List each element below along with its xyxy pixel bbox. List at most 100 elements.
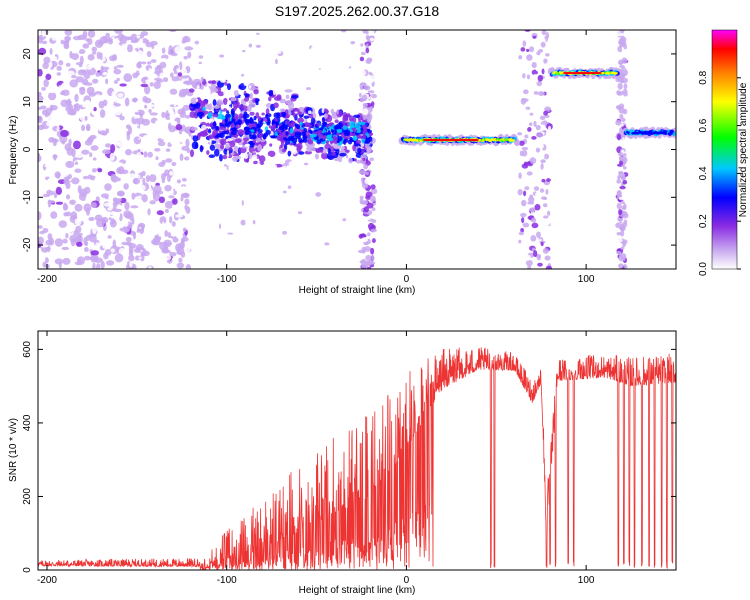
heatmap-cell [514, 139, 520, 147]
heatmap-cell [533, 250, 538, 258]
heatmap-cell [519, 140, 525, 146]
heatmap-cell [38, 138, 43, 143]
heatmap-cell [388, 261, 391, 265]
heatmap-cell [292, 212, 295, 216]
heatmap-cell [141, 39, 144, 42]
heatmap-cell [90, 202, 97, 208]
heatmap-cell [540, 163, 544, 170]
heatmap-cell [366, 216, 371, 220]
heatmap-cell [618, 237, 623, 243]
heatmap-cell [356, 159, 362, 164]
heatmap-cell [108, 190, 114, 200]
heatmap-cell [223, 245, 226, 248]
heatmap-cell [273, 102, 279, 109]
heatmap-cell [351, 94, 356, 100]
heatmap-cell [74, 93, 79, 103]
heatmap-cell [299, 251, 303, 256]
heatmap-cell [176, 179, 182, 184]
heatmap-cell [72, 35, 82, 41]
heatmap-cell [91, 51, 97, 55]
heatmap-cell [639, 103, 642, 107]
heatmap-cell [140, 148, 143, 151]
heatmap-cell [132, 72, 139, 79]
heatmap-cell [652, 144, 656, 148]
heatmap-cell [155, 100, 165, 104]
heatmap-cell [182, 104, 190, 111]
heatmap-cell [100, 155, 109, 164]
heatmap-cell [319, 149, 324, 153]
heatmap-cell [209, 210, 215, 213]
heatmap-cell [101, 240, 108, 249]
heatmap-cell [292, 223, 295, 227]
heatmap-cell [190, 244, 197, 249]
heatmap-cell [521, 146, 529, 151]
heatmap-cell [161, 221, 166, 230]
heatmap-cell [303, 162, 309, 166]
heatmap-cell [662, 143, 665, 147]
heatmap-cell [156, 79, 164, 83]
heatmap-cell [293, 195, 299, 200]
heatmap-cell [126, 132, 131, 141]
heatmap-cell [257, 121, 263, 128]
heatmap-cell [192, 155, 199, 161]
snr-series-clip [38, 347, 676, 570]
heatmap-cell [332, 135, 336, 139]
heatmap-cell [53, 220, 59, 228]
heatmap-cell [293, 205, 296, 209]
heatmap-cell [128, 249, 134, 257]
heatmap-cell [88, 216, 95, 222]
heatmap-cell [290, 122, 296, 128]
heatmap-cell [527, 126, 532, 132]
heatmap-cell [231, 244, 237, 248]
heatmap-cell [542, 120, 548, 125]
heatmap-cell [128, 143, 138, 153]
x-tick-label: 0 [404, 274, 410, 285]
heatmap-cell [102, 99, 108, 107]
heatmap-cell [137, 127, 140, 130]
heatmap-cell [76, 241, 83, 247]
heatmap-cell [355, 124, 360, 130]
heatmap-cell [598, 72, 602, 75]
heatmap-cell [113, 80, 118, 84]
heatmap-cell [525, 259, 533, 267]
heatmap-cell [281, 111, 287, 118]
heatmap-cell [107, 96, 113, 101]
heatmap-cell [168, 264, 176, 268]
heatmap-cell [54, 50, 63, 55]
heatmap-cell [170, 187, 174, 196]
heatmap-cell [652, 104, 656, 108]
heatmap-cell [618, 152, 624, 157]
heatmap-cell [388, 227, 391, 231]
heatmap-cell [97, 168, 103, 173]
heatmap-cell [114, 231, 123, 238]
heatmap-cell [62, 238, 68, 244]
heatmap-cell [179, 153, 184, 161]
heatmap-cell [263, 53, 268, 58]
heatmap-cell [546, 32, 550, 39]
x-tick-label: -200 [37, 575, 57, 586]
heatmap-cell [231, 81, 236, 86]
heatmap-cell [665, 147, 668, 151]
heatmap-cell [305, 95, 308, 101]
heatmap-cell [38, 115, 43, 124]
heatmap-cell [305, 122, 311, 126]
heatmap-cell [157, 30, 167, 36]
heatmap-cell [276, 94, 282, 100]
heatmap-cell [544, 255, 551, 261]
heatmap-cell [331, 128, 338, 135]
heatmap-cell [541, 178, 546, 183]
heatmap-cell [545, 265, 553, 269]
heatmap-cell [139, 256, 142, 259]
heatmap-cell [360, 51, 366, 56]
heatmap-cell [153, 81, 161, 90]
heatmap-cell [197, 126, 201, 130]
heatmap-cell [208, 194, 211, 198]
heatmap-cell [267, 150, 276, 158]
heatmap-cell [349, 121, 355, 127]
heatmap-cell [661, 136, 664, 140]
heatmap-cell [167, 232, 172, 238]
heatmap-cell [522, 40, 527, 47]
heatmap-cell [159, 216, 167, 225]
heatmap-cell [162, 77, 169, 83]
heatmap-cell [358, 170, 366, 175]
